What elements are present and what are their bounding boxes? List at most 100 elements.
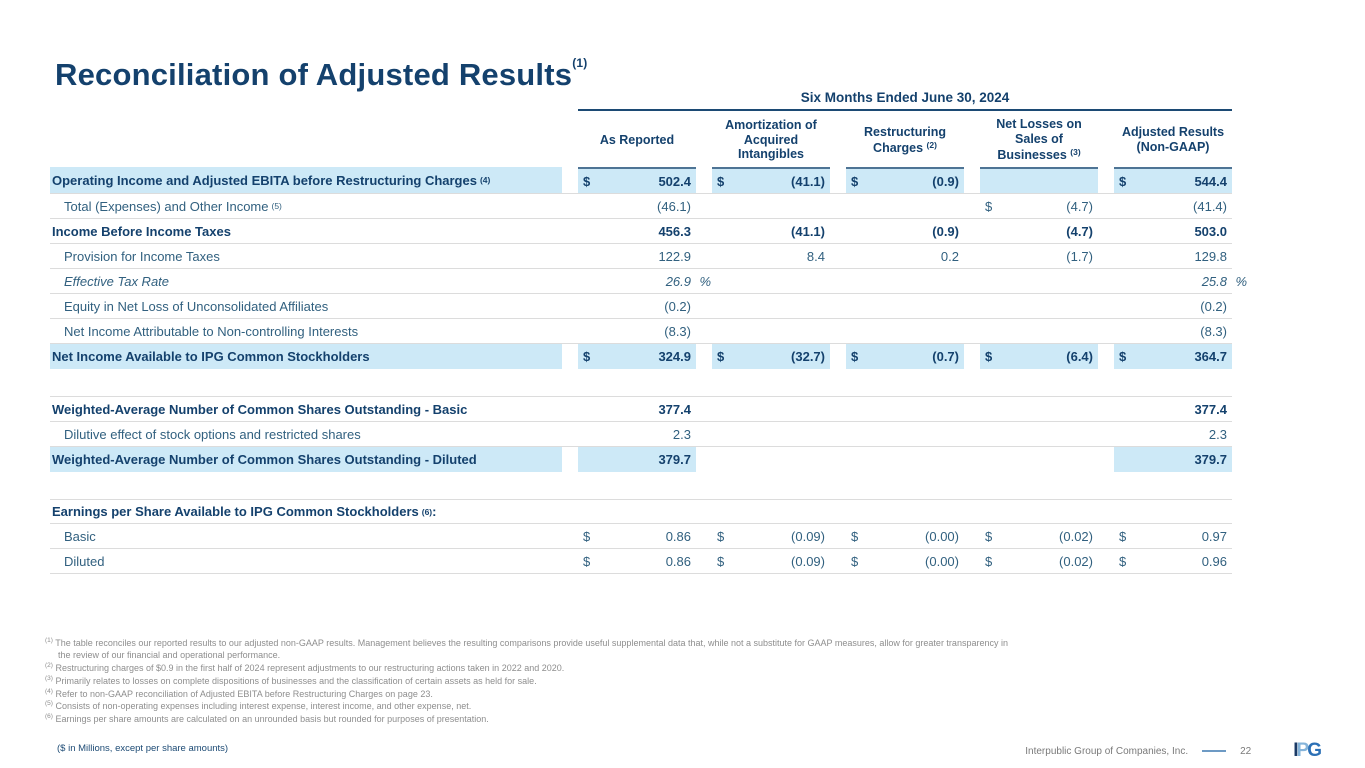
value-cell: 8.4 bbox=[806, 248, 825, 264]
value-cell bbox=[980, 167, 1098, 193]
value-cell bbox=[712, 319, 830, 343]
value-cell: 377.4 bbox=[658, 401, 691, 417]
value-cell: $0.97 bbox=[1119, 528, 1227, 544]
footer-right: Interpublic Group of Companies, Inc. 22 … bbox=[1025, 740, 1322, 762]
value-cell: $ (0.02) bbox=[985, 553, 1093, 569]
value-cell bbox=[980, 397, 1098, 421]
value-cell: $ (0.7) bbox=[846, 344, 964, 369]
value-cell: 503.0 bbox=[1194, 223, 1227, 239]
value-cell bbox=[712, 294, 830, 318]
page-title-footnote-marker: (1) bbox=[572, 56, 588, 70]
logo-letter-p: P bbox=[1296, 740, 1310, 761]
reconciliation-table: Six Months Ended June 30, 2024 As Report… bbox=[50, 90, 1247, 574]
company-name: Interpublic Group of Companies, Inc. bbox=[1025, 745, 1189, 757]
value-cell: (0.2) bbox=[664, 298, 691, 314]
value-cell bbox=[712, 422, 830, 446]
row-label: Total (Expenses) and Other Income (5) bbox=[64, 198, 282, 214]
value-cell: 456.3 bbox=[658, 223, 691, 239]
value-cell bbox=[846, 194, 964, 218]
value-cell: 2.3 bbox=[1208, 426, 1227, 442]
table-row: Provision for Income Taxes 122.9 8.4 0.2 (1.… bbox=[50, 243, 1232, 268]
value-cell: $502.4 bbox=[578, 167, 696, 193]
value-cell: $ (41.1) bbox=[712, 167, 830, 193]
footnote: (6) Earnings per share amounts are calcu… bbox=[45, 713, 489, 725]
footnote: (4) Refer to non-GAAP reconciliation of … bbox=[45, 687, 433, 699]
row-label: Equity in Net Loss of Unconsolidated Aff… bbox=[64, 298, 329, 314]
table-row: Dilutive effect of stock options and res… bbox=[50, 421, 1232, 446]
column-header: As Reported bbox=[599, 132, 675, 147]
row-label: Diluted bbox=[64, 553, 105, 569]
value-cell: 2.3 bbox=[672, 426, 691, 442]
table-rows: Operating Income and Adjusted EBITA befo… bbox=[50, 167, 1247, 574]
value-cell: $544.4 bbox=[1114, 167, 1232, 193]
value-cell: (41.1) bbox=[791, 223, 825, 239]
column-header: Amortization of Acquired Intangibles bbox=[725, 117, 817, 162]
logo-letter-g: G bbox=[1307, 740, 1322, 761]
table-row: Income Before Income Taxes 456.3 (41.1) (0.… bbox=[50, 218, 1232, 243]
table-row: Effective Tax Rate 26.9% 25.8% bbox=[50, 268, 1247, 293]
value-cell: 0.2 bbox=[940, 248, 959, 264]
value-cell bbox=[712, 269, 830, 293]
row-label: Weighted-Average Number of Common Shares… bbox=[50, 447, 562, 472]
value-cell: $ (32.7) bbox=[712, 344, 830, 369]
value-cell bbox=[712, 397, 830, 421]
value-cell: 129.8 bbox=[1194, 248, 1227, 264]
value-cell bbox=[980, 447, 1098, 472]
value-cell bbox=[712, 194, 830, 218]
table-row: Weighted-Average Number of Common Shares… bbox=[50, 396, 1232, 421]
value-cell bbox=[980, 319, 1098, 343]
value-cell: $ (0.00) bbox=[851, 553, 959, 569]
value-cell bbox=[846, 319, 964, 343]
column-header: Restructuring Charges (2) bbox=[864, 124, 946, 155]
ipg-logo: IPG bbox=[1293, 740, 1322, 762]
value-cell: $324.9 bbox=[578, 344, 696, 369]
table-row: Operating Income and Adjusted EBITA befo… bbox=[50, 167, 1232, 193]
column-header: Net Losses on Sales of Businesses (3) bbox=[996, 117, 1082, 162]
value-cell bbox=[980, 294, 1098, 318]
column-headers: As Reported Amortization of Acquired Inta… bbox=[50, 113, 1232, 167]
period-header: Six Months Ended June 30, 2024 bbox=[578, 90, 1232, 111]
value-cell bbox=[846, 269, 964, 293]
value-cell: 379.7 bbox=[578, 447, 696, 472]
value-cell: (4.7) bbox=[1066, 223, 1093, 239]
value-cell: $ (0.09) bbox=[717, 528, 825, 544]
row-label: Basic bbox=[64, 528, 96, 544]
page-number: 22 bbox=[1240, 745, 1252, 757]
row-label: Provision for Income Taxes bbox=[64, 248, 220, 264]
footnote: (2) Restructuring charges of $0.9 in the… bbox=[45, 661, 565, 673]
value-cell: (0.9) bbox=[932, 223, 959, 239]
value-cell: (41.4) bbox=[1193, 198, 1227, 214]
table-row: Earnings per Share Available to IPG Comm… bbox=[50, 499, 1232, 524]
table-row: Weighted-Average Number of Common Shares… bbox=[50, 446, 1232, 472]
value-cell bbox=[712, 447, 830, 472]
row-label: Operating Income and Adjusted EBITA befo… bbox=[50, 167, 562, 193]
table-row: Diluted $0.86 $ (0.09) $ (0.00) $ (0.02) $0.96 bbox=[50, 549, 1232, 574]
footer-dash-divider bbox=[1202, 750, 1227, 752]
value-cell: $ (0.00) bbox=[851, 528, 959, 544]
footnote: (3) Primarily relates to losses on compl… bbox=[45, 674, 537, 686]
value-cell: (46.1) bbox=[657, 198, 691, 214]
value-cell: $364.7 bbox=[1114, 344, 1232, 369]
value-cell: $0.96 bbox=[1119, 553, 1227, 569]
units-note: ($ in Millions, except per share amounts… bbox=[57, 743, 229, 754]
value-cell: 25.8% bbox=[1201, 273, 1247, 289]
value-cell bbox=[846, 294, 964, 318]
row-label: Income Before Income Taxes bbox=[52, 223, 231, 239]
footnotes: (1) The table reconciles our reported re… bbox=[45, 637, 1015, 726]
footnote: (1) The table reconciles our reported re… bbox=[45, 637, 1008, 660]
footnote: (5) Consists of non-operating expenses i… bbox=[45, 700, 472, 712]
value-cell: $ (0.09) bbox=[717, 553, 825, 569]
value-cell: $ (4.7) bbox=[985, 198, 1093, 214]
value-cell: $0.86 bbox=[583, 528, 691, 544]
table-row: Total (Expenses) and Other Income (5) (46.… bbox=[50, 193, 1232, 218]
value-cell bbox=[980, 269, 1098, 293]
row-label: Earnings per Share Available to IPG Comm… bbox=[52, 504, 437, 519]
value-cell: $ (0.9) bbox=[846, 167, 964, 193]
value-cell bbox=[846, 447, 964, 472]
page-title-text: Reconciliation of Adjusted Results bbox=[55, 57, 573, 92]
value-cell: 122.9 bbox=[658, 248, 691, 264]
column-header: Adjusted Results (Non-GAAP) bbox=[1121, 125, 1225, 154]
value-cell bbox=[846, 397, 964, 421]
row-label: Effective Tax Rate bbox=[64, 273, 170, 289]
